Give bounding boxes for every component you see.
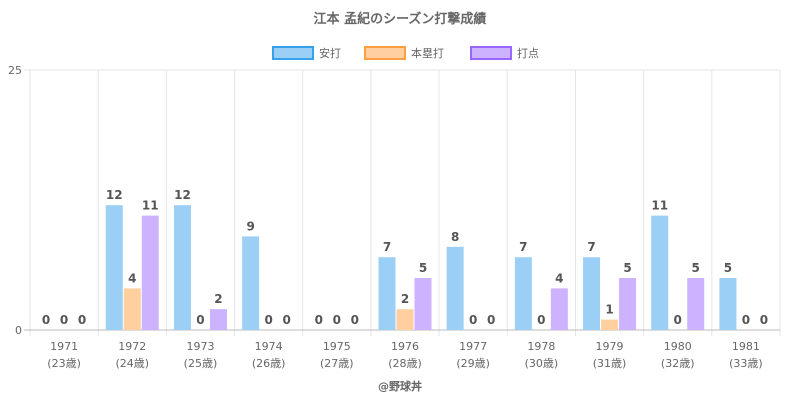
x-tick-sublabel: (25歳) [184,357,218,370]
x-tick-sublabel: (33歳) [729,357,763,370]
x-tick-label: 1980 [664,340,692,353]
x-tick-label: 1981 [732,340,760,353]
x-tick-label: 1974 [255,340,283,353]
bar[interactable] [242,236,260,330]
data-label: 0 [282,313,290,327]
bar[interactable] [414,278,432,330]
data-label: 5 [692,261,700,275]
data-label: 7 [519,240,527,254]
data-label: 0 [78,313,86,327]
data-label: 5 [623,261,631,275]
data-label: 5 [724,261,732,275]
x-tick-sublabel: (24歳) [115,357,149,370]
data-label: 12 [174,188,191,202]
bar[interactable] [396,309,414,330]
data-label: 11 [651,199,668,213]
legend[interactable]: 安打 本塁打 打点 [272,46,539,60]
data-label: 7 [383,240,391,254]
data-label: 2 [214,292,222,306]
bar[interactable] [173,205,191,330]
bar[interactable] [446,246,464,330]
legend-label[interactable]: 本塁打 [411,46,444,60]
data-label: 0 [487,313,495,327]
bar[interactable] [514,257,532,330]
x-tick-label: 1972 [118,340,146,353]
data-label: 0 [742,313,750,327]
x-tick-sublabel: (30歳) [525,357,559,370]
x-tick-label: 1977 [459,340,487,353]
data-label: 0 [42,313,50,327]
bar[interactable] [378,257,396,330]
x-tick-label: 1976 [391,340,419,353]
y-tick-label: 25 [8,64,22,77]
bar[interactable] [619,278,637,330]
bar[interactable] [601,319,619,330]
x-tick-sublabel: (29歳) [456,357,490,370]
bar[interactable] [105,205,123,330]
bar[interactable] [550,288,568,330]
data-label: 0 [674,313,682,327]
data-label: 12 [106,188,123,202]
data-label: 0 [760,313,768,327]
x-tick-sublabel: (23歳) [47,357,81,370]
legend-label[interactable]: 打点 [517,46,539,60]
data-label: 11 [142,199,159,213]
x-tick-label: 1978 [527,340,555,353]
x-tick-label: 1975 [323,340,351,353]
x-tick-sublabel: (28歳) [388,357,422,370]
data-label: 0 [537,313,545,327]
data-label: 0 [264,313,272,327]
x-tick-sublabel: (32歳) [661,357,695,370]
x-tick-sublabel: (31歳) [593,357,627,370]
bars: 1971(23歳)0 0 01972(24歳)124111973(25歳)12021… [42,188,768,370]
data-label: 9 [246,219,254,233]
x-tick-label: 1971 [50,340,78,353]
data-label: 0 [333,313,341,327]
legend-swatch[interactable] [470,46,512,60]
data-label: 0 [315,313,323,327]
x-tick-sublabel: (26歳) [252,357,286,370]
bar[interactable] [719,278,737,330]
chart-title: 江本 孟紀のシーズン打撃成績 [314,11,487,27]
bar[interactable] [209,309,227,330]
data-label: 0 [196,313,204,327]
bar[interactable] [651,215,669,330]
bar[interactable] [123,288,141,330]
data-label: 4 [555,271,563,285]
data-label: 2 [401,292,409,306]
legend-label[interactable]: 安打 [319,46,341,60]
legend-swatch[interactable] [272,46,314,60]
legend-swatch[interactable] [364,46,406,60]
x-tick-label: 1973 [186,340,214,353]
data-label: 8 [451,230,459,244]
data-label: 0 [469,313,477,327]
bar[interactable] [583,257,601,330]
credit: @野球丼 [378,379,422,393]
data-label: 7 [587,240,595,254]
x-tick-label: 1979 [596,340,624,353]
x-tick-sublabel: (27歳) [320,357,354,370]
data-label: 0 [351,313,359,327]
bar[interactable] [687,278,705,330]
data-label: 0 [60,313,68,327]
bar[interactable] [141,215,159,330]
data-label: 1 [605,303,613,317]
y-tick-label: 0 [15,324,22,337]
data-label: 5 [419,261,427,275]
data-label: 4 [128,271,136,285]
